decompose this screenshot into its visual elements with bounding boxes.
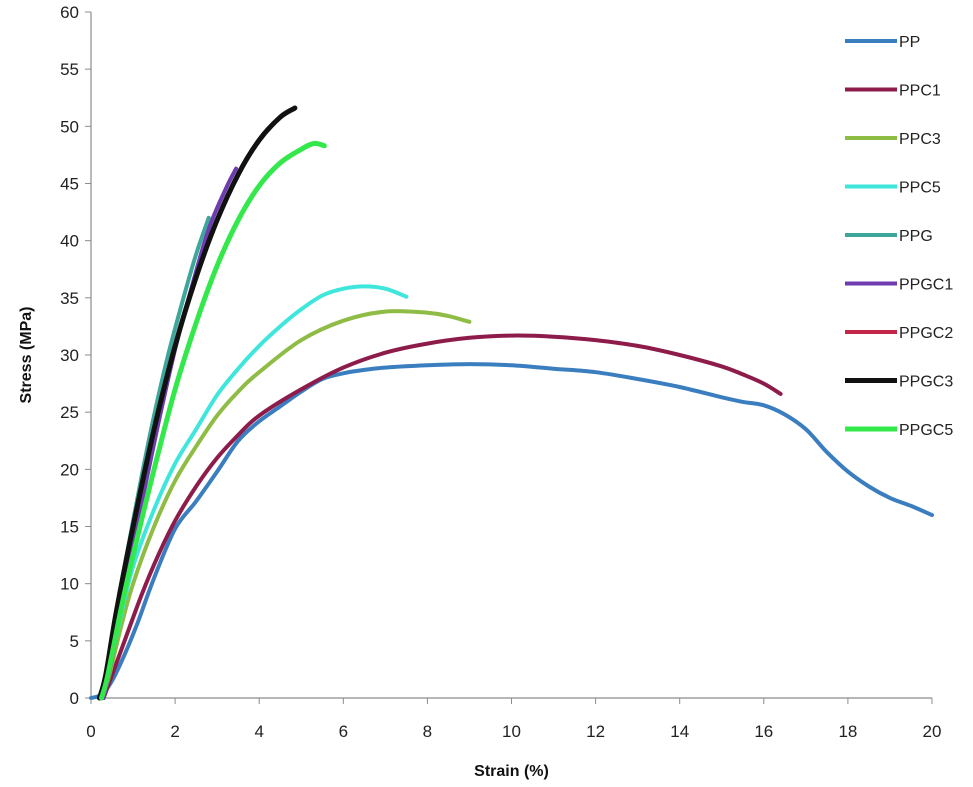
series-line-pp: [89, 362, 934, 700]
x-tick-label: 8: [423, 722, 432, 741]
y-tick-label: 55: [60, 60, 79, 79]
legend-label-ppgc5: PPGC5: [899, 422, 953, 439]
y-tick-label: 35: [60, 289, 79, 308]
y-tick-label: 5: [70, 632, 79, 651]
x-tick-label: 12: [586, 722, 605, 741]
axes: 0 5 10 15 20 25 30 35 40 45 50 55 60 0 2 4 6 8 10 12 14 16 18 2…: [60, 3, 941, 741]
y-tick-label: 10: [60, 575, 79, 594]
y-tick-label: 20: [60, 460, 79, 479]
legend-label-ppc1: PPC1: [899, 83, 941, 100]
x-tick-label: 6: [339, 722, 348, 741]
x-tick-label: 14: [670, 722, 689, 741]
series-line-ppgc3: [96, 105, 298, 701]
series-line-ppc3: [99, 309, 472, 700]
x-tick-label: 20: [923, 722, 942, 741]
legend-label-pp: PP: [899, 34, 920, 51]
series-line-ppgc5: [99, 140, 327, 701]
legend-label-ppgc3: PPGC3: [899, 374, 953, 391]
y-tick-label: 15: [60, 518, 79, 537]
y-tick-label: 50: [60, 117, 79, 136]
y-tick-label: 30: [60, 346, 79, 365]
x-tick-label: 18: [838, 722, 857, 741]
x-tick-label: 0: [86, 722, 95, 741]
x-tick-label: 4: [254, 722, 263, 741]
y-tick-label: 0: [70, 689, 79, 708]
legend-label-ppgc1: PPGC1: [899, 277, 953, 294]
legend-label-ppgc2: PPGC2: [899, 325, 953, 342]
y-tick-label: 45: [60, 175, 79, 194]
legend-label-ppc3: PPC3: [899, 131, 941, 148]
legend-label-ppc5: PPC5: [899, 180, 941, 197]
x-tick-label: 10: [502, 722, 521, 741]
legend: PP PPC1 PPC3 PPC5 PPG PPGC1 PPGC2 PPGC3 PPGC5: [845, 34, 953, 439]
x-tick-label: 16: [754, 722, 773, 741]
x-axis-title: Strain (%): [474, 763, 549, 780]
plot-area: [89, 105, 934, 701]
series-line-ppc1: [101, 333, 783, 700]
legend-label-ppg: PPG: [899, 228, 933, 245]
y-tick-label: 40: [60, 232, 79, 251]
y-tick-label: 25: [60, 403, 79, 422]
x-tick-label: 2: [170, 722, 179, 741]
y-axis-title: Stress (MPa): [18, 307, 35, 404]
y-tick-label: 60: [60, 3, 79, 22]
